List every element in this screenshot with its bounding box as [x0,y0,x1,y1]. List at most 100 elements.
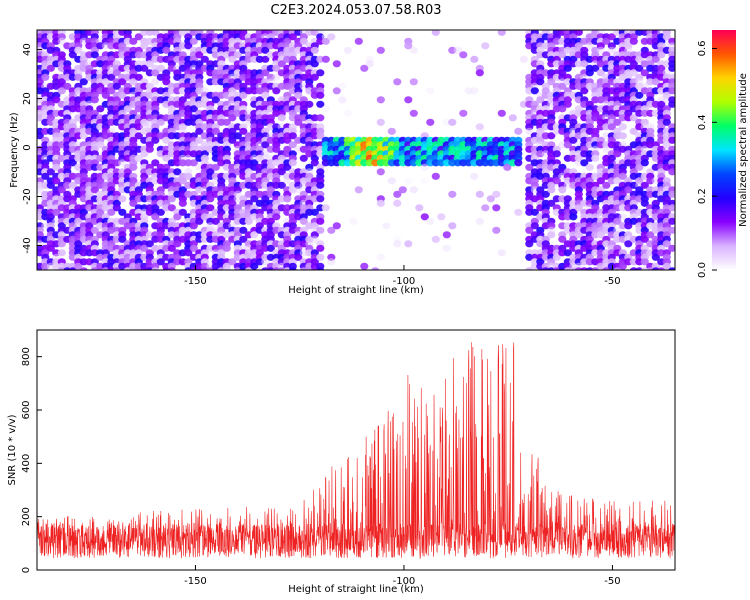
spectrogram-cell [316,114,325,122]
spectrogram-cell [514,208,523,216]
spectrogram-cell [184,172,193,180]
spectrogram-cell [129,163,138,171]
spectrogram-cell [618,123,627,131]
spectrogram-cell [376,46,385,54]
spectrogram-cell [140,244,149,252]
spectrogram-cell [156,118,165,126]
spectrogram-cell [431,235,440,243]
spectrogram-cell [57,249,66,257]
spectrogram-cell [409,78,418,86]
spectrogram-cell [420,177,429,185]
spectrogram-cell [244,217,253,225]
spectrogram-cell [239,91,248,99]
spectrogram-cell [547,78,556,86]
spectrogram-cell [167,267,176,270]
spectrogram-cell [481,204,490,212]
spectrogram-cell [145,60,154,68]
spectrogram-cell [376,118,385,126]
spectrogram-cell [74,73,83,81]
spectrogram-cell [552,150,561,158]
spectrogram-cell [222,267,231,270]
spectrogram-cell [118,159,127,167]
spectrogram-cell [431,30,440,36]
colorbar-scale [712,30,736,270]
spectrogram-cell [294,118,303,126]
spectrogram-cell [228,114,237,122]
snr-y-tick-label: 200 [21,507,32,526]
spectrogram-cell [68,51,77,59]
snr-ticks: -150 -100 -50 0 200 400 600 800 [21,347,621,587]
spectrogram-cell [404,177,413,185]
spectrogram-cell [415,204,424,212]
spectrogram-cell [629,127,638,135]
spectrogram-cell [288,33,297,41]
spectrogram-cell [343,46,352,54]
spectrogram-cell [459,109,468,117]
spectrogram-cell [475,123,484,131]
spectrogram-cell [310,208,319,216]
spectrogram-cell [90,226,99,234]
spectrogram-cell [508,114,517,122]
spectrogram-cell [68,159,77,167]
spectrogram-cell [299,154,308,162]
spectrogram-cell [178,199,187,207]
spectrogram-cell [283,177,292,185]
spectrogram-cell [294,186,303,194]
spectrogram-cell [629,114,638,122]
spectrogram-cell [640,181,649,189]
spectrogram-cell [497,249,506,257]
spectrogram-cell [173,213,182,221]
spectrogram-cell [184,42,193,50]
spectrogram-cell [134,132,143,140]
spectrogram-cell [558,105,567,113]
spectrogram-cell [118,91,127,99]
spectrogram-cell [470,172,479,180]
spectrogram-cell [151,78,160,86]
spectrogram-cell [305,100,314,108]
spectrogram-cell [195,127,204,135]
spectrogram-cell [261,55,270,63]
spectrogram-cell [475,190,484,198]
spectrogram-cell [151,136,160,144]
spectrogram-cell [316,91,325,99]
spectrogram-cell [321,105,330,113]
spectrogram-cell [151,69,160,77]
spectrogram-cell [316,217,325,225]
spectrogram-cell [470,87,479,95]
spectrogram-cell [140,64,149,72]
spectrogram-cell [145,145,154,153]
spectrogram-cell [525,240,534,248]
spectrogram-cell [288,267,297,270]
spectrogram-cell [657,51,666,59]
spectrogram-cell [46,181,55,189]
spectrogram-cell [646,231,655,239]
spectrogram-cell [497,109,506,117]
spectrogram-cell [261,141,270,149]
snr-frame [36,329,676,571]
spectrogram-cell [376,199,385,207]
spectrogram-cell [492,204,501,212]
spectrogram-cell [349,217,358,225]
spectrogram-cell [46,244,55,252]
spectrogram-cell [635,91,644,99]
spectrogram-x-tick-label: -150 [184,276,207,287]
spectrogram-cell [651,253,660,261]
spectrogram-cell [574,231,583,239]
spectrogram-cell [492,226,501,234]
spectrogram-cell [591,64,600,72]
colorbar-label: Normalized spectral amplitude [738,73,749,227]
spectrogram-y-axis-label: Frequency (Hz) [9,112,20,188]
spectrogram-cell [222,244,231,252]
spectrogram-cell [79,132,88,140]
spectrogram-cell [129,78,138,86]
snr-y-tick-label: 400 [21,454,32,473]
spectrogram-cell [288,141,297,149]
spectrogram-cell [167,204,176,212]
spectrogram-cell [525,163,534,171]
spectrogram-cell [629,37,638,45]
spectrogram-cell [497,30,506,36]
spectrogram-cell [530,87,539,95]
spectrogram-cell [354,37,363,45]
spectrogram-cell [211,163,220,171]
spectrogram-cell [178,208,187,216]
